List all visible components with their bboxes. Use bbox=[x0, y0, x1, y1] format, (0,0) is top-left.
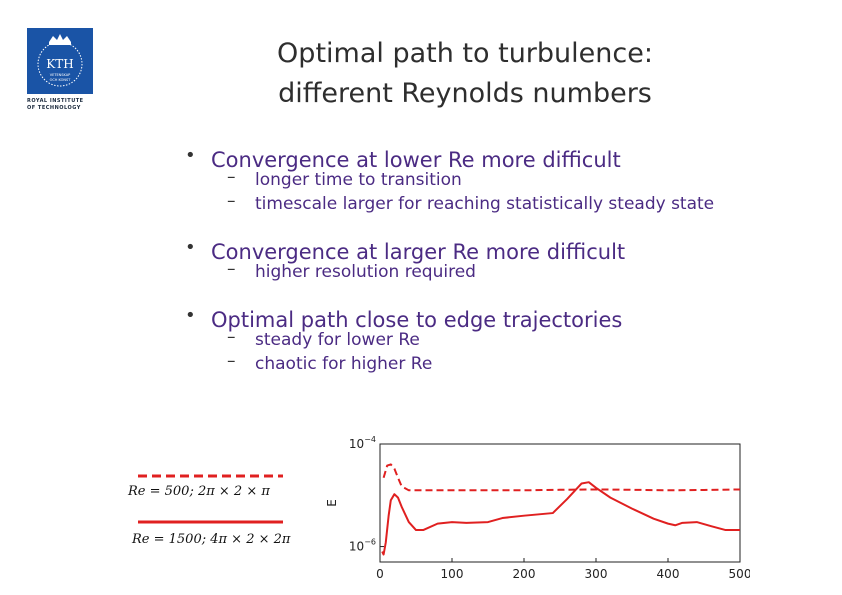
legend-label-2: Re = 1500; 4π × 2 × 2π bbox=[132, 532, 291, 547]
sub-bullet-item: – longer time to transition bbox=[185, 167, 825, 192]
dash-icon: – bbox=[227, 351, 236, 371]
logo-caption: ROYAL INSTITUTE OF TECHNOLOGY bbox=[27, 98, 93, 112]
sub-bullet-text: steady for lower Re bbox=[255, 330, 420, 350]
sub-bullet-item: – timescale larger for reaching statistic… bbox=[185, 191, 825, 216]
kth-logo-emblem: KTH VETENSKAP OCH KONST bbox=[27, 28, 93, 94]
energy-line-chart: 0 100 200 300 400 500 10−4 10−6 E bbox=[325, 435, 750, 581]
y-tick-label: 10−6 bbox=[349, 538, 376, 554]
kth-logo: KTH VETENSKAP OCH KONST ROYAL INSTITUTE … bbox=[27, 28, 93, 112]
legend-label-1: Re = 500; 2π × 2 × π bbox=[128, 484, 270, 499]
bullet-item: • Optimal path close to edge trajectorie… bbox=[185, 305, 825, 334]
bullet-group-1: • Convergence at lower Re more difficult… bbox=[185, 145, 825, 216]
bullet-dot-icon: • bbox=[185, 145, 196, 166]
dash-icon: – bbox=[227, 327, 236, 347]
logo-subtext-2: OCH KONST bbox=[50, 78, 72, 82]
chart-lines bbox=[381, 463, 741, 556]
bullet-group-3: • Optimal path close to edge trajectorie… bbox=[185, 305, 825, 376]
bullet-text: Optimal path close to edge trajectories bbox=[211, 308, 623, 332]
sub-bullet-list: – steady for lower Re – chaotic for higher… bbox=[185, 327, 825, 376]
x-tick-label: 200 bbox=[513, 567, 536, 581]
bullet-group-2: • Convergence at larger Re more difficul… bbox=[185, 237, 825, 284]
dash-icon: – bbox=[227, 167, 236, 187]
sub-bullet-item: – chaotic for higher Re bbox=[185, 351, 825, 376]
title-line-2: different Reynolds numbers bbox=[278, 78, 652, 109]
bullet-dot-icon: • bbox=[185, 237, 196, 258]
logo-text: KTH bbox=[46, 57, 73, 71]
bullet-dot-icon: • bbox=[185, 305, 196, 326]
bullet-text: Convergence at larger Re more difficult bbox=[211, 240, 626, 264]
chart-legend bbox=[138, 474, 283, 524]
dash-icon: – bbox=[227, 191, 236, 211]
bullet-list: • Convergence at lower Re more difficult… bbox=[185, 145, 825, 398]
series-line-solid bbox=[381, 481, 740, 556]
axis-ticks: 0 100 200 300 400 500 10−4 10−6 bbox=[349, 435, 750, 581]
bullet-item: • Convergence at lower Re more difficult bbox=[185, 145, 825, 174]
sub-bullet-text: timescale larger for reaching statistica… bbox=[255, 194, 715, 214]
y-tick-label: 10−4 bbox=[349, 435, 376, 451]
bullet-text: Convergence at lower Re more difficult bbox=[211, 148, 621, 172]
x-tick-label: 500 bbox=[729, 567, 750, 581]
sub-bullet-list: – higher resolution required bbox=[185, 259, 825, 284]
logo-caption-line2: OF TECHNOLOGY bbox=[27, 105, 81, 111]
plot-frame bbox=[379, 443, 741, 563]
sub-bullet-item: – higher resolution required bbox=[185, 259, 825, 284]
x-tick-label: 300 bbox=[585, 567, 608, 581]
logo-subtext-1: VETENSKAP bbox=[50, 73, 71, 77]
sub-bullet-list: – longer time to transition – timescale la… bbox=[185, 167, 825, 216]
x-tick-label: 100 bbox=[441, 567, 464, 581]
slide-title: Optimal path to turbulence: different Re… bbox=[180, 34, 750, 114]
x-tick-label: 0 bbox=[376, 567, 384, 581]
title-line-1: Optimal path to turbulence: bbox=[277, 38, 653, 69]
logo-caption-line1: ROYAL INSTITUTE bbox=[27, 98, 84, 104]
sub-bullet-text: chaotic for higher Re bbox=[255, 354, 433, 374]
x-tick-label: 400 bbox=[657, 567, 680, 581]
sub-bullet-item: – steady for lower Re bbox=[185, 327, 825, 352]
bullet-item: • Convergence at larger Re more difficul… bbox=[185, 237, 825, 266]
sub-bullet-text: higher resolution required bbox=[255, 262, 476, 282]
dash-icon: – bbox=[227, 259, 236, 279]
crown-emblem-icon: KTH VETENSKAP OCH KONST bbox=[37, 34, 83, 87]
series-line-dashed bbox=[382, 463, 741, 492]
y-axis-label: E bbox=[325, 499, 339, 507]
sub-bullet-text: longer time to transition bbox=[255, 170, 462, 190]
